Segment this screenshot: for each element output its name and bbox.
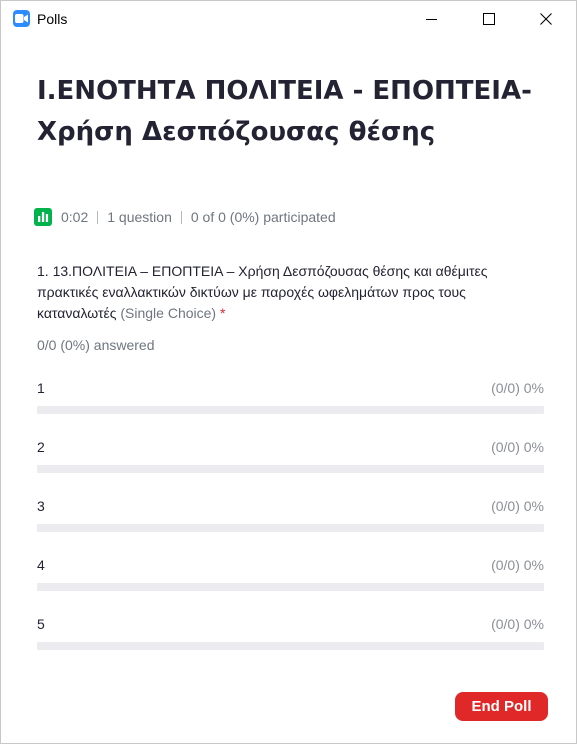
participation-status: 0 of 0 (0%) participated <box>190 209 336 225</box>
end-poll-button[interactable]: End Poll <box>455 692 548 721</box>
option-progress-track <box>37 524 544 532</box>
option-progress-track <box>37 642 544 650</box>
answered-count: 0/0 (0%) answered <box>37 337 155 353</box>
close-button[interactable] <box>523 1 569 37</box>
poll-meta: 0:02 1 question 0 of 0 (0%) participated <box>34 207 336 227</box>
minimize-button[interactable] <box>409 1 455 37</box>
answer-option-5: 5 (0/0) 0% <box>37 616 544 652</box>
meta-divider <box>97 210 99 224</box>
poll-timer: 0:02 <box>61 209 89 225</box>
option-label: 5 <box>37 616 45 632</box>
option-progress-track <box>37 406 544 414</box>
window-title: Polls <box>37 11 68 27</box>
option-result: (0/0) 0% <box>491 557 544 573</box>
title-bar[interactable]: Polls <box>1 1 576 37</box>
poll-title: I.ΕΝΟΤΗΤΑ ΠΟΛΙΤΕΙΑ - ΕΠΟΠΤΕΙΑ-Χρήση Δεσπ… <box>37 76 532 147</box>
option-result: (0/0) 0% <box>491 498 544 514</box>
option-label: 1 <box>37 380 45 396</box>
option-progress-track <box>37 465 544 473</box>
maximize-icon <box>483 13 495 25</box>
meta-divider <box>180 210 182 224</box>
option-result: (0/0) 0% <box>491 616 544 632</box>
maximize-button[interactable] <box>466 1 512 37</box>
option-progress-track <box>37 583 544 591</box>
question-text: 1. 13.ΠΟΛΙΤΕΙΑ – ΕΠΟΠΤΕΙΑ – Χρήση Δεσπόζ… <box>37 263 488 321</box>
option-label: 4 <box>37 557 45 573</box>
answer-option-2: 2 (0/0) 0% <box>37 439 544 475</box>
question-type: (Single Choice) <box>120 305 217 321</box>
question-count: 1 question <box>107 209 172 225</box>
zoom-camera-icon <box>13 10 30 27</box>
option-result: (0/0) 0% <box>491 380 544 396</box>
close-icon <box>540 13 552 25</box>
answer-option-3: 3 (0/0) 0% <box>37 498 544 534</box>
option-label: 2 <box>37 439 45 455</box>
minimize-icon <box>426 19 437 20</box>
answer-option-4: 4 (0/0) 0% <box>37 557 544 593</box>
question-text-block: 1. 13.ΠΟΛΙΤΕΙΑ – ΕΠΟΠΤΕΙΑ – Χρήση Δεσπόζ… <box>37 261 547 324</box>
required-marker: * <box>219 305 226 321</box>
answer-option-1: 1 (0/0) 0% <box>37 380 544 416</box>
bar-chart-icon <box>34 208 52 226</box>
option-result: (0/0) 0% <box>491 439 544 455</box>
option-label: 3 <box>37 498 45 514</box>
